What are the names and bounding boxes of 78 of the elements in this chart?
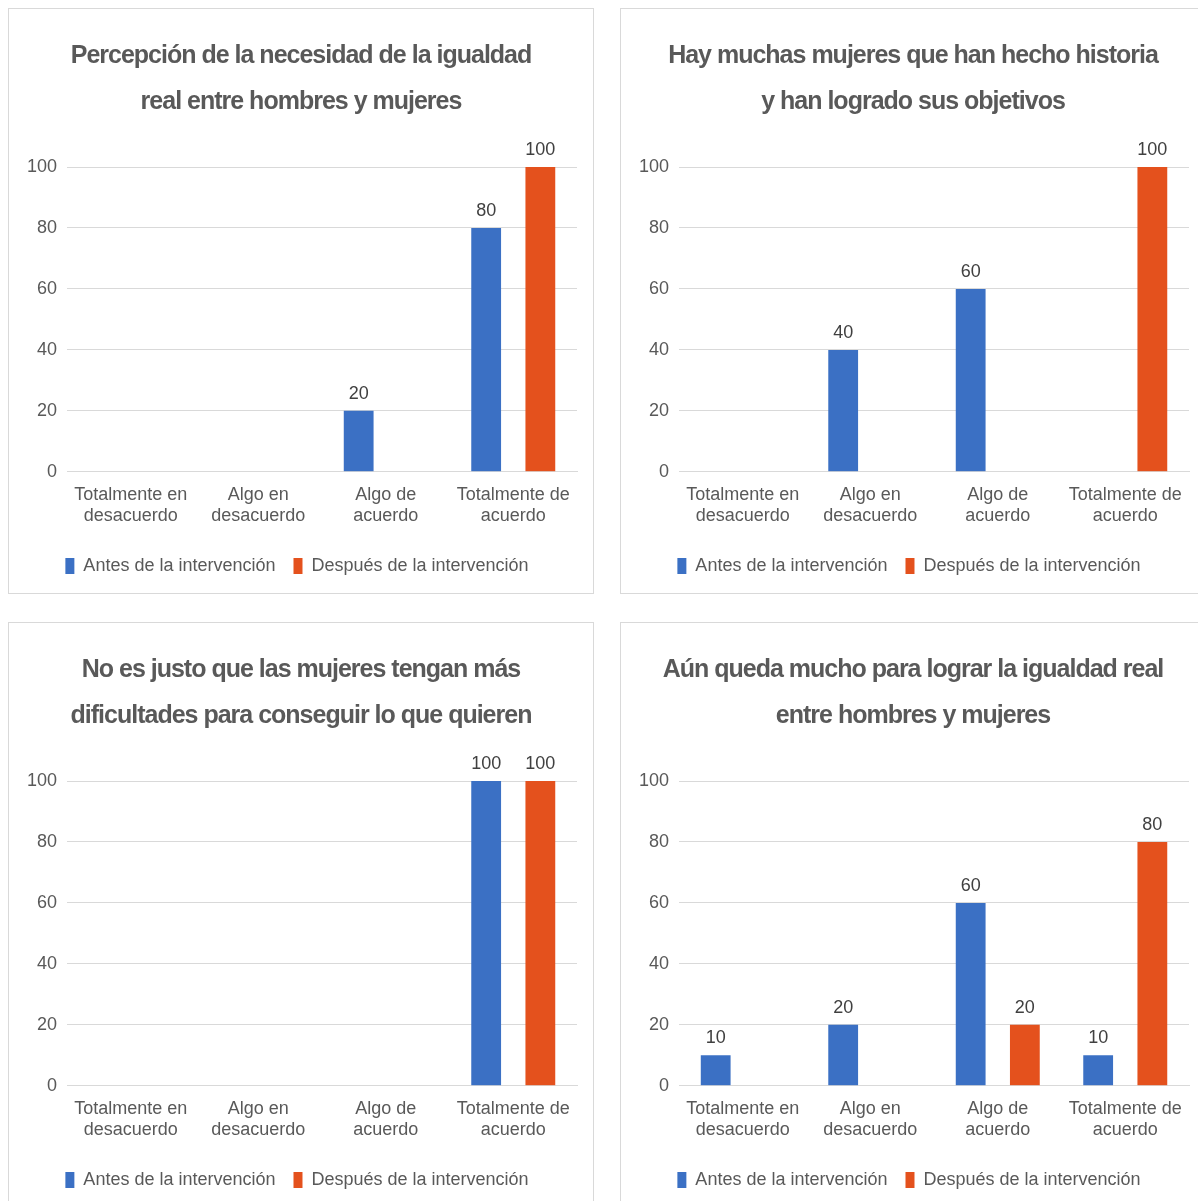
y-tick-label: 100 (638, 769, 670, 790)
legend-label: Después de la intervención (311, 554, 529, 575)
legend-label: Después de la intervención (923, 554, 1141, 575)
y-tick-label: 20 (649, 399, 670, 420)
legend-label: Antes de la intervención (695, 554, 888, 575)
data-label: 10 (1088, 1027, 1109, 1048)
x-tick-label: Algo en desacuerdo (823, 483, 918, 526)
data-label: 60 (960, 874, 981, 895)
chart-title: Percepción de la necesidad de la igualdad real entre hombres y mujeres (69, 39, 533, 116)
bar (955, 288, 986, 472)
chart-title: Hay muchas mujeres que han hecho historia y han logrado sus objetivos (667, 39, 1160, 116)
chart-title: No es justo que las mujeres tengan más dificultades para conseguir lo que quieren (69, 653, 533, 730)
y-tick-label: 40 (37, 952, 58, 973)
x-tick-label: Totalmente de acuerdo (1068, 483, 1182, 526)
x-tick-label: Totalmente en desacuerdo (686, 1097, 800, 1140)
data-label: 40 (833, 321, 854, 342)
y-tick-label: 60 (37, 891, 58, 912)
bar (1009, 1024, 1040, 1086)
data-label: 60 (960, 260, 981, 281)
x-tick-label: Algo en desacuerdo (211, 1097, 306, 1140)
legend-label: Antes de la intervención (83, 554, 276, 575)
legend-label: Antes de la intervención (83, 1168, 276, 1189)
y-tick-label: 80 (649, 830, 670, 851)
legend-label: Antes de la intervención (695, 1168, 888, 1189)
y-tick-label: 80 (37, 216, 58, 237)
y-tick-label: 0 (659, 460, 670, 481)
y-tick-label: 80 (37, 830, 58, 851)
x-tick-label: Totalmente de acuerdo (456, 483, 570, 526)
data-label: 100 (1137, 138, 1168, 159)
bar (1137, 841, 1168, 1086)
y-tick-label: 20 (37, 1013, 58, 1034)
x-tick-label: Totalmente de acuerdo (1068, 1097, 1182, 1140)
x-tick-label: Algo de acuerdo (353, 483, 419, 526)
data-label: 20 (1014, 996, 1035, 1017)
data-label: 100 (525, 138, 556, 159)
y-tick-label: 60 (649, 891, 670, 912)
legend-label: Después de la intervención (311, 1168, 529, 1189)
y-tick-label: 60 (649, 277, 670, 298)
y-tick-label: 0 (47, 460, 58, 481)
x-tick-label: Algo en desacuerdo (823, 1097, 918, 1140)
y-tick-label: 100 (26, 769, 58, 790)
bar (471, 227, 502, 472)
y-tick-label: 100 (638, 155, 670, 176)
x-tick-label: Algo de acuerdo (965, 483, 1031, 526)
data-label: 20 (348, 382, 369, 403)
y-tick-label: 40 (37, 338, 58, 359)
y-tick-label: 100 (26, 155, 58, 176)
x-tick-label: Totalmente de acuerdo (456, 1097, 570, 1140)
y-tick-label: 80 (649, 216, 670, 237)
x-tick-label: Totalmente en desacuerdo (74, 483, 188, 526)
y-tick-label: 60 (37, 277, 58, 298)
y-tick-label: 0 (659, 1074, 670, 1095)
y-tick-label: 0 (47, 1074, 58, 1095)
data-label: 80 (476, 199, 497, 220)
x-tick-label: Totalmente en desacuerdo (74, 1097, 188, 1140)
x-tick-label: Algo de acuerdo (965, 1097, 1031, 1140)
x-tick-label: Algo de acuerdo (353, 1097, 419, 1140)
bar (1137, 167, 1168, 472)
x-tick-label: Algo en desacuerdo (211, 483, 306, 526)
bar (828, 1024, 859, 1086)
bar (828, 349, 859, 472)
data-label: 100 (471, 752, 502, 773)
bar (343, 410, 374, 472)
y-tick-label: 20 (649, 1013, 670, 1034)
y-tick-label: 40 (649, 338, 670, 359)
y-tick-label: 20 (37, 399, 58, 420)
data-label: 20 (833, 996, 854, 1017)
data-label: 10 (705, 1027, 726, 1048)
y-tick-label: 40 (649, 952, 670, 973)
bar (1083, 1055, 1114, 1086)
bar (955, 902, 986, 1086)
data-label: 80 (1142, 813, 1163, 834)
chart-title: Aún queda mucho para lograr la igualdad real entre hombres y mujeres (661, 653, 1165, 730)
bar (700, 1055, 731, 1086)
x-tick-label: Totalmente en desacuerdo (686, 483, 800, 526)
bar (525, 167, 556, 472)
legend-label: Después de la intervención (923, 1168, 1141, 1189)
data-label: 100 (525, 752, 556, 773)
